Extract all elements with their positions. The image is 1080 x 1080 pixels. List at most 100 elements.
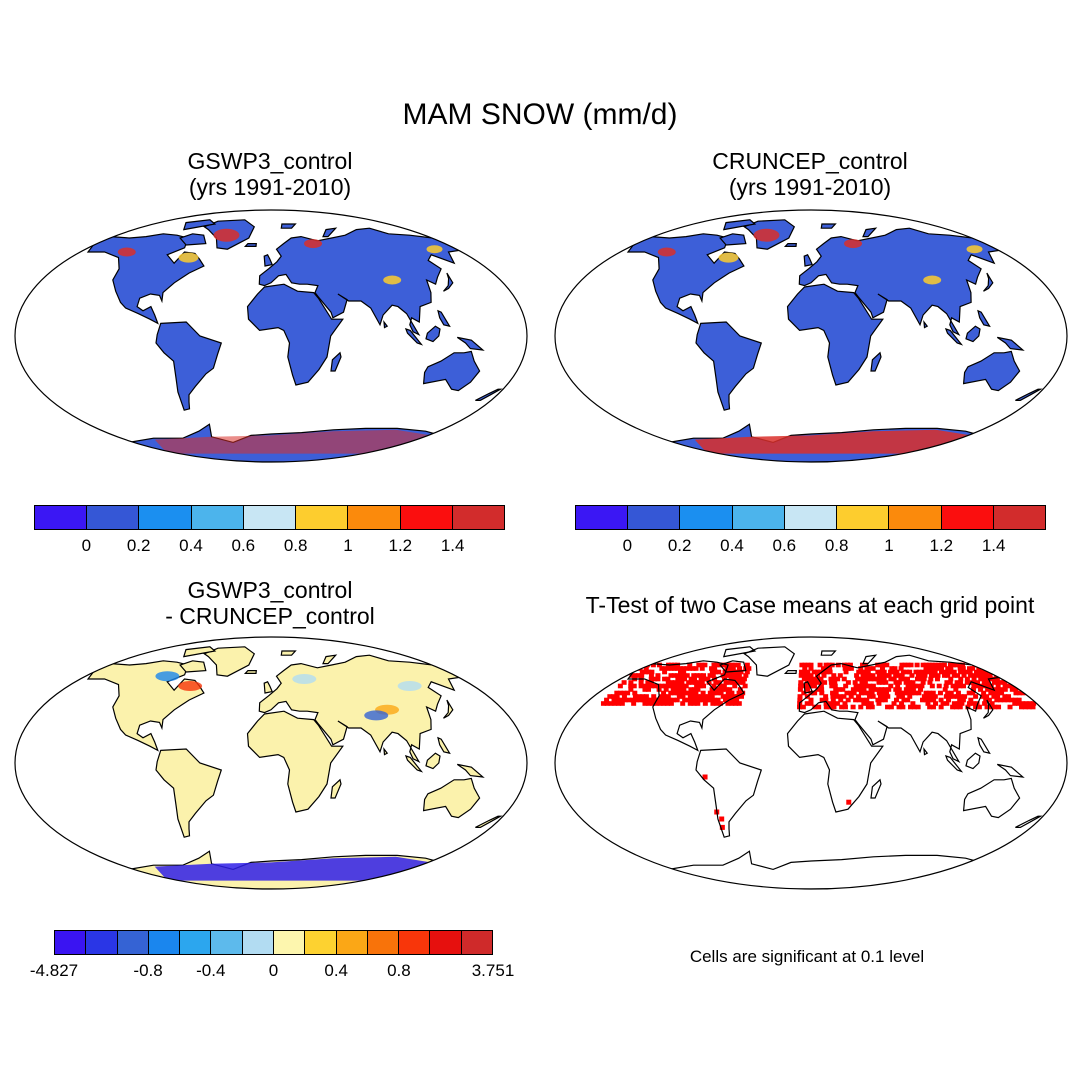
colorbar-swatch — [576, 506, 629, 529]
colorbar-swatch — [400, 506, 453, 529]
colorbar-swatch — [941, 506, 994, 529]
colorbar-swatch — [461, 931, 492, 954]
continent-svalbard — [820, 223, 837, 229]
colorbar-tick-label: 0.6 — [772, 536, 797, 555]
continent-new-zealand — [475, 388, 503, 401]
continent-borneo — [965, 325, 981, 343]
map-ttest — [554, 636, 1068, 890]
continent-madagascar — [870, 778, 882, 799]
continent-new-zealand — [475, 815, 503, 828]
colorbar-tick-label: 0.2 — [126, 536, 151, 555]
continent-svalbard — [820, 650, 837, 656]
colorbar-swatch — [430, 931, 462, 954]
colorbar-tick-label: 1.2 — [388, 536, 413, 555]
antarctic-snow-region — [154, 429, 440, 454]
colorbar-swatch — [399, 931, 431, 954]
continent-svalbard — [280, 650, 297, 656]
colorbar-swatch — [367, 931, 400, 954]
continent-novaya-zemlya — [862, 654, 878, 665]
continent-ellesmere — [722, 219, 757, 231]
continent-antarctica — [632, 850, 982, 889]
colorbar-cruncep — [575, 505, 1046, 530]
colorbar-tick-label: 1.4 — [440, 536, 465, 555]
continent-baffin — [179, 660, 207, 673]
colorbar-swatch — [336, 931, 368, 954]
continent-south-america — [695, 321, 763, 411]
colorbar-tick-label: 0.2 — [667, 536, 692, 555]
continent-new-guinea — [456, 336, 485, 351]
snow-patch — [178, 252, 199, 263]
continent-africa — [786, 710, 884, 813]
continent-australia — [422, 777, 481, 819]
map-border — [554, 636, 1068, 890]
continent-sumatra — [404, 328, 424, 346]
colorbar-swatch — [243, 506, 297, 529]
colorbar-swatch — [87, 506, 140, 529]
continent-iceland — [783, 243, 797, 247]
colorbar-swatch — [35, 506, 88, 529]
colorbar-swatch — [296, 506, 349, 529]
map-border — [14, 209, 528, 463]
continent-novaya-zemlya — [322, 654, 338, 665]
continent-north-america — [626, 660, 745, 752]
colorbar-swatch — [993, 506, 1045, 529]
continent-new-guinea — [996, 763, 1025, 778]
continent-ellesmere — [182, 646, 217, 658]
significant-cells — [600, 662, 1037, 830]
continent-south-america — [155, 748, 223, 838]
snow-patch — [753, 228, 780, 242]
continent-north-america — [86, 660, 205, 752]
colorbar-tick-label: 1.2 — [929, 536, 954, 555]
colorbar-tick-label: 0.6 — [231, 536, 256, 555]
continent-madagascar — [330, 351, 342, 372]
continent-iceland — [783, 670, 797, 674]
colorbar-swatch — [837, 506, 890, 529]
continent-borneo — [425, 752, 441, 770]
continent-north-america — [86, 233, 205, 325]
continent-australia — [962, 777, 1021, 819]
continent-sri-lanka — [923, 746, 929, 756]
continent-greenland — [743, 646, 796, 677]
continent-japan — [983, 272, 994, 292]
colorbar-tick-label: 1 — [884, 536, 894, 555]
map-border — [554, 209, 1068, 463]
colorbar-tick-label: 0 — [268, 961, 279, 980]
colorbar-swatch — [628, 506, 681, 529]
snow-patch — [117, 247, 136, 257]
continent-baffin — [719, 233, 747, 246]
continent-sumatra — [404, 755, 424, 773]
continent-madagascar — [330, 778, 342, 799]
continent-africa — [246, 283, 344, 386]
snow-patch — [383, 275, 402, 285]
snow-patch — [923, 275, 942, 285]
colorbar-swatch — [273, 931, 306, 954]
continent-australia — [962, 350, 1021, 392]
colorbar-tick-label: 0.4 — [179, 536, 203, 555]
colorbar-swatch — [680, 506, 733, 529]
continent-sri-lanka — [383, 746, 389, 756]
continent-japan — [443, 272, 454, 292]
colorbar-swatch — [784, 506, 838, 529]
map-difference — [14, 636, 528, 890]
difference-patch — [397, 681, 422, 691]
continent-south-america — [695, 748, 763, 838]
antarctic-snow-region — [694, 429, 980, 454]
colorbar-tick-label: -4.827 — [29, 961, 79, 980]
map-cruncep — [554, 209, 1068, 463]
colorbar-swatch — [191, 506, 244, 529]
snow-patch — [213, 228, 240, 242]
snow-patch — [718, 252, 739, 263]
colorbar-tick-label: 0.8 — [387, 961, 411, 980]
colorbar-gswp3 — [34, 505, 505, 530]
colorbar-gswp3-labels: 0 0.2 0.4 0.6 0.8 1 1.2 1.4 — [34, 536, 505, 556]
continent-sumatra — [944, 755, 964, 773]
colorbar-swatch — [305, 931, 337, 954]
panel-title-cruncep: CRUNCEP_control (yrs 1991-2010) — [650, 148, 970, 200]
continent-japan — [983, 699, 994, 719]
snow-patch — [304, 239, 323, 249]
continent-uk — [263, 254, 274, 267]
continent-uk — [263, 681, 274, 694]
colorbar-tick-label: 0.4 — [324, 961, 349, 980]
continent-north-america — [626, 233, 745, 325]
colorbar-swatch — [148, 931, 181, 954]
